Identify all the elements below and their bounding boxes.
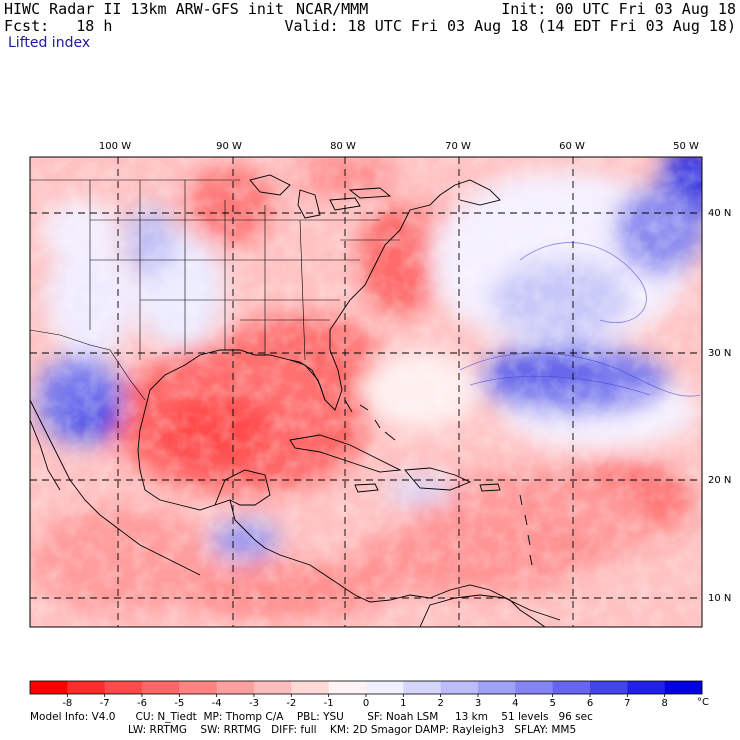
graticule <box>30 157 702 627</box>
colorbar-swatch <box>515 681 554 694</box>
longitude-labels: 100 W 90 W 80 W 70 W 60 W 50 W <box>99 141 699 152</box>
colorbar-tick-label: -5 <box>174 698 184 709</box>
lat-label: 20 N <box>708 475 731 486</box>
colorbar-tick-label: -3 <box>249 698 259 709</box>
colorbar-swatch <box>366 681 404 694</box>
coastlines <box>30 174 561 627</box>
lon-label: 80 W <box>330 141 356 152</box>
colorbar-swatch <box>104 681 143 694</box>
colorbar-tick-label: 4 <box>512 698 518 709</box>
init-time: Init: 00 UTC Fri 03 Aug 18 <box>501 0 736 18</box>
colorbar-tick-label: -1 <box>324 698 334 709</box>
colorbar-tick-label: -8 <box>62 698 72 709</box>
colorbar-swatch <box>664 681 703 694</box>
colorbar-tick-label: -6 <box>137 698 147 709</box>
colorbar-swatch <box>440 681 479 694</box>
lat-label: 30 N <box>708 348 731 359</box>
lat-label: 40 N <box>708 208 731 219</box>
colorbar-swatch <box>328 681 367 694</box>
colorbar-tick-label: -2 <box>286 698 296 709</box>
colorbar-swatch <box>30 681 68 694</box>
colorbar-swatch <box>291 681 330 694</box>
colorbar-swatch <box>142 681 180 694</box>
colorbar-swatch <box>216 681 255 694</box>
colorbar-swatch <box>254 681 292 694</box>
valid-time: Valid: 18 UTC Fri 03 Aug 18 (14 EDT Fri … <box>284 17 736 35</box>
latitude-labels: 40 N 30 N 20 N 10 N <box>708 208 731 604</box>
colorbar-tick-label: 5 <box>549 698 555 709</box>
map-frame <box>29 156 703 628</box>
colorbar <box>29 680 703 695</box>
lon-label: 100 W <box>99 141 131 152</box>
colorbar-swatch <box>403 681 442 694</box>
lon-label: 50 W <box>673 141 699 152</box>
colorbar-tick-label: 2 <box>437 698 443 709</box>
colorbar-swatch <box>478 681 516 694</box>
lon-label: 70 W <box>445 141 471 152</box>
colorbar-tick-label: 6 <box>587 698 593 709</box>
colorbar-swatch <box>590 681 628 694</box>
colorbar-swatch <box>552 681 591 694</box>
blue-swirl-lines <box>459 242 701 397</box>
colorbar-unit: °C <box>697 697 709 708</box>
map-field <box>30 157 702 627</box>
colorbar-tick-label: -7 <box>100 698 110 709</box>
colorbar-swatch <box>67 681 106 694</box>
colorbar-tick-label: 8 <box>661 698 667 709</box>
colorbar-tick-label: 7 <box>624 698 630 709</box>
organization-label: NCAR/MMM <box>296 0 369 18</box>
model-info-line1: Model Info: V4.0 CU: N_Tiedt MP: Thomp C… <box>30 711 593 723</box>
colorbar-ticks: -8 -7 -6 -5 -4 -3 -2 -1 0 1 2 3 4 5 6 7 8 <box>62 694 668 709</box>
model-info-line2: LW: RRTMG SW: RRTMG DIFF: full KM: 2D Sm… <box>128 724 577 736</box>
lon-label: 60 W <box>559 141 585 152</box>
colorbar-swatch <box>627 681 666 694</box>
field-name: Lifted index <box>8 35 91 51</box>
colorbar-tick-label: 1 <box>400 698 406 709</box>
lat-label: 10 N <box>708 593 731 604</box>
colorbar-tick-label: -4 <box>212 698 222 709</box>
lon-label: 90 W <box>216 141 242 152</box>
borders <box>30 179 400 401</box>
colorbar-swatch <box>179 681 218 694</box>
forecast-hour: Fcst: 18 h <box>4 17 113 35</box>
model-title: HIWC Radar II 13km ARW-GFS init <box>4 0 284 18</box>
contour-lines <box>145 221 701 554</box>
colorbar-tick-label: 0 <box>363 698 369 709</box>
colorbar-tick-label: 3 <box>475 698 481 709</box>
